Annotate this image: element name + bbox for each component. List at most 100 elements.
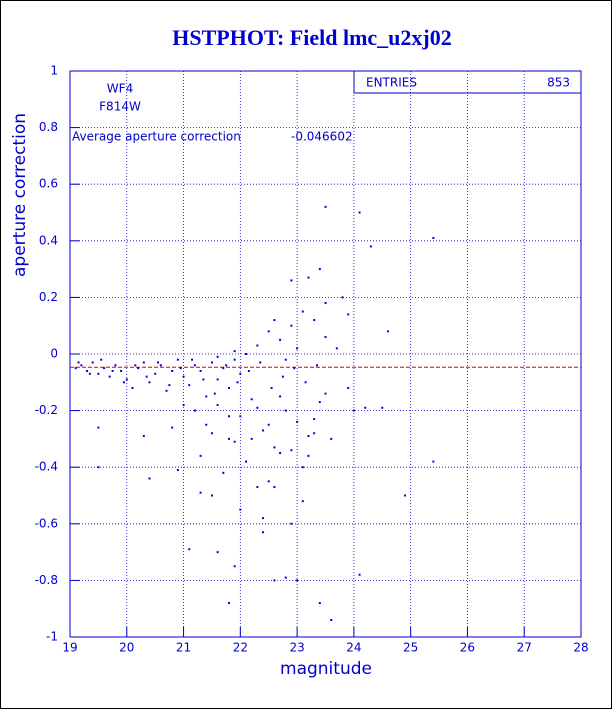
point	[176, 358, 179, 361]
point	[108, 375, 111, 378]
annotation: WF4	[107, 82, 133, 96]
y-tick-label: 0.2	[39, 290, 58, 304]
point	[134, 364, 137, 367]
point	[205, 395, 208, 398]
point	[227, 415, 230, 418]
point	[148, 381, 151, 384]
point	[315, 364, 318, 367]
point	[262, 531, 265, 534]
point	[148, 477, 151, 480]
point	[120, 369, 123, 372]
point	[250, 398, 253, 401]
point	[284, 409, 287, 412]
mean-label: Average aperture correction	[72, 130, 241, 144]
y-tick-label: 0.4	[39, 233, 58, 247]
x-tick-label: 22	[233, 641, 248, 655]
point	[202, 378, 205, 381]
point	[86, 369, 89, 372]
point	[97, 466, 100, 469]
stats-value: 853	[547, 76, 570, 90]
point	[210, 361, 213, 364]
point	[284, 576, 287, 579]
point	[142, 361, 145, 364]
point	[145, 375, 148, 378]
point	[324, 336, 327, 339]
point	[157, 361, 160, 364]
point	[171, 426, 174, 429]
point	[122, 381, 125, 384]
point	[159, 364, 162, 367]
y-tick-label: -0.4	[35, 460, 58, 474]
point	[364, 406, 367, 409]
point	[114, 364, 117, 367]
point	[210, 494, 213, 497]
point	[307, 276, 310, 279]
point	[239, 372, 242, 375]
x-tick-label: 26	[460, 641, 475, 655]
y-tick-label: -0.8	[35, 573, 58, 587]
point	[432, 460, 435, 463]
point	[225, 364, 228, 367]
x-axis-label: magnitude	[280, 659, 372, 679]
point	[111, 369, 114, 372]
point	[267, 480, 270, 483]
point	[279, 452, 282, 455]
point	[284, 358, 287, 361]
point	[165, 389, 168, 392]
point	[188, 384, 191, 387]
point	[233, 358, 236, 361]
y-axis-label: aperture correction	[10, 113, 30, 277]
point	[193, 409, 196, 412]
y-tick-label: 1	[50, 64, 58, 78]
annotation: F814W	[99, 100, 141, 114]
point	[273, 446, 276, 449]
point	[313, 432, 316, 435]
point	[324, 302, 327, 305]
y-tick-label: -1	[46, 630, 58, 644]
point	[91, 361, 94, 364]
point	[131, 386, 134, 389]
point	[199, 369, 202, 372]
point	[199, 454, 202, 457]
point	[313, 418, 316, 421]
point	[125, 378, 128, 381]
point	[273, 319, 276, 322]
x-tick-label: 25	[403, 641, 418, 655]
y-tick-label: 0.6	[39, 177, 58, 191]
point	[100, 358, 103, 361]
point	[330, 437, 333, 440]
point	[250, 437, 253, 440]
y-tick-label: 0.8	[39, 120, 58, 134]
point	[259, 361, 262, 364]
point	[193, 364, 196, 367]
point	[318, 268, 321, 271]
point	[213, 392, 216, 395]
point	[245, 460, 248, 463]
point	[233, 440, 236, 443]
point	[256, 486, 259, 489]
point	[227, 602, 230, 605]
point	[216, 403, 219, 406]
point	[318, 401, 321, 404]
point	[176, 469, 179, 472]
point	[80, 364, 83, 367]
point	[179, 367, 182, 370]
point	[304, 381, 307, 384]
x-tick-label: 21	[176, 641, 191, 655]
point	[290, 522, 293, 525]
point	[154, 372, 157, 375]
point	[347, 386, 350, 389]
point	[290, 449, 293, 452]
y-tick-label: -0.6	[35, 516, 58, 530]
point	[279, 395, 282, 398]
point	[182, 375, 185, 378]
mean-value: -0.046602	[291, 130, 353, 144]
point	[318, 602, 321, 605]
point	[188, 548, 191, 551]
point	[273, 579, 276, 582]
point	[233, 350, 236, 353]
point	[182, 403, 185, 406]
point	[432, 236, 435, 239]
chart-title: HSTPHOT: Field lmc_u2xj02	[172, 25, 451, 50]
